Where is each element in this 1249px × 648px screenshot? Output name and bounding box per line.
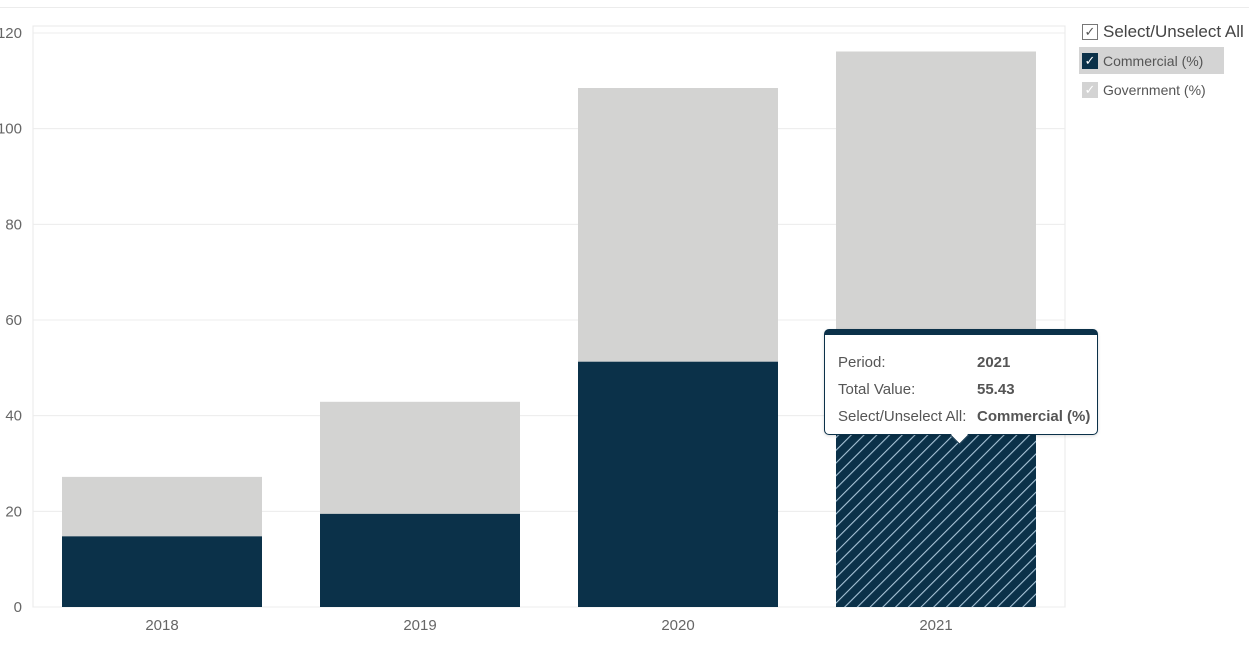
y-tick-label: 120 [0, 25, 22, 42]
tooltip-value: Commercial (%) [977, 408, 1091, 425]
y-tick-label: 20 [5, 503, 22, 520]
legend-item-government[interactable]: ✓ Government (%) [1079, 76, 1249, 103]
legend: ✓ Select/Unselect All ✓ Commercial (%) ✓… [1079, 18, 1249, 105]
tooltip-key: Select/Unselect All: [838, 408, 967, 425]
bar-government-2018[interactable] [62, 476, 262, 537]
top-divider [0, 7, 1249, 8]
x-tick-label: 2020 [661, 617, 694, 634]
y-tick-label: 0 [14, 599, 22, 616]
government-checkbox-icon[interactable]: ✓ [1082, 81, 1098, 98]
y-tick-label: 40 [5, 408, 22, 425]
bar-commercial-2018[interactable] [62, 536, 262, 607]
bar-commercial-2020[interactable] [578, 361, 778, 607]
x-tick-label: 2019 [403, 617, 436, 634]
bar-government-2019[interactable] [320, 401, 520, 514]
tooltip-value: 55.43 [977, 381, 1015, 398]
tooltip-key: Period: [838, 354, 886, 371]
select-all-checkbox-icon[interactable]: ✓ [1082, 23, 1098, 40]
legend-label-commercial: Commercial (%) [1103, 52, 1204, 69]
x-tick-label: 2021 [919, 617, 952, 634]
tooltip-key: Total Value: [838, 381, 916, 398]
select-all-label: Select/Unselect All [1103, 21, 1244, 41]
x-tick-label: 2018 [145, 617, 178, 634]
bar-government-2021[interactable] [836, 51, 1036, 342]
commercial-checkbox-icon[interactable]: ✓ [1082, 52, 1098, 69]
y-tick-label: 80 [5, 216, 22, 233]
y-tick-label: 60 [5, 312, 22, 329]
bar-government-2020[interactable] [578, 88, 778, 362]
y-tick-label: 100 [0, 121, 22, 138]
legend-select-all[interactable]: ✓ Select/Unselect All [1079, 18, 1249, 45]
bar-commercial-2019[interactable] [320, 513, 520, 607]
tooltip-value: 2021 [977, 354, 1011, 371]
tooltip: Period: 2021 Total Value: 55.43 Select/U… [824, 329, 1098, 445]
legend-label-government: Government (%) [1103, 81, 1206, 98]
legend-item-commercial[interactable]: ✓ Commercial (%) [1079, 47, 1224, 74]
